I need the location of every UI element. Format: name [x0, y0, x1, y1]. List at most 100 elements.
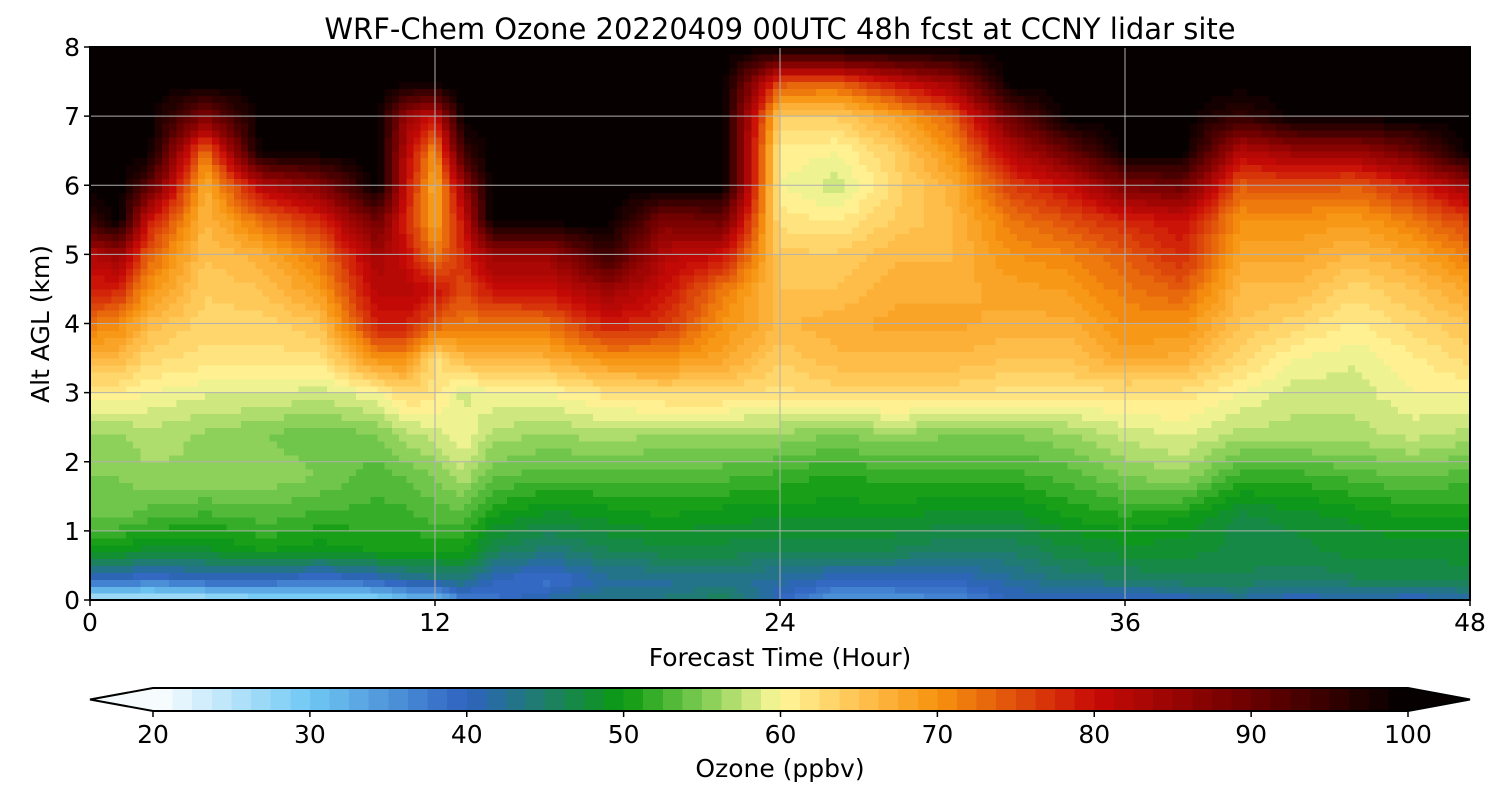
- heatmap-cell: [420, 205, 429, 214]
- heatmap-cell: [463, 420, 472, 428]
- heatmap-cell: [305, 74, 314, 83]
- heatmap-cell: [298, 489, 307, 497]
- heatmap-cell: [420, 427, 429, 435]
- heatmap-cell: [90, 454, 98, 463]
- heatmap-cell: [399, 60, 407, 69]
- heatmap-cell: [212, 551, 220, 560]
- heatmap-cell: [470, 413, 479, 421]
- heatmap-cell: [399, 461, 407, 470]
- heatmap-cell: [363, 420, 371, 428]
- heatmap-cell: [463, 496, 472, 504]
- heatmap-cell: [183, 95, 192, 103]
- heatmap-cell: [240, 523, 249, 532]
- heatmap-cell: [298, 247, 307, 255]
- heatmap-cell: [284, 530, 292, 539]
- heatmap-cell: [355, 579, 364, 587]
- heatmap-cell: [147, 434, 156, 442]
- heatmap-cell: [442, 427, 450, 435]
- heatmap-cell: [370, 530, 379, 539]
- heatmap-cell: [427, 447, 436, 456]
- heatmap-cell: [140, 586, 149, 594]
- heatmap-cell: [176, 102, 185, 110]
- heatmap-cell: [470, 295, 479, 304]
- heatmap-cell: [219, 53, 228, 62]
- heatmap-cell: [255, 302, 264, 311]
- heatmap-cell: [413, 109, 422, 117]
- heatmap-cell: [499, 53, 508, 62]
- heatmap-cell: [420, 586, 429, 594]
- heatmap-cell: [384, 157, 393, 166]
- heatmap-cell: [384, 136, 393, 145]
- heatmap-cell: [298, 420, 307, 428]
- heatmap-cell: [276, 116, 285, 124]
- heatmap-cell: [291, 129, 300, 138]
- heatmap-cell: [205, 593, 213, 601]
- heatmap-cell: [197, 420, 206, 428]
- heatmap-cell: [514, 226, 522, 235]
- heatmap-cell: [506, 517, 515, 525]
- heatmap-cell: [312, 295, 321, 304]
- heatmap-cell: [470, 434, 479, 442]
- heatmap-cell: [205, 558, 213, 567]
- heatmap-cell: [190, 157, 199, 166]
- heatmap-cell: [456, 364, 465, 373]
- heatmap-cell: [298, 482, 307, 490]
- heatmap-cell: [305, 288, 314, 297]
- heatmap-cell: [212, 136, 220, 145]
- heatmap-cell: [449, 586, 458, 594]
- heatmap-cell: [499, 240, 508, 249]
- heatmap-cell: [104, 454, 113, 463]
- heatmap-cell: [226, 268, 235, 276]
- heatmap-cell: [140, 282, 149, 290]
- heatmap-cell: [276, 351, 285, 359]
- heatmap-cell: [233, 517, 242, 525]
- heatmap-cell: [111, 47, 120, 55]
- heatmap-cell: [269, 496, 278, 504]
- heatmap-cell: [435, 489, 443, 497]
- heatmap-cell: [514, 268, 522, 276]
- heatmap-cell: [176, 330, 185, 338]
- heatmap-cell: [355, 309, 364, 318]
- heatmap-cell: [442, 544, 450, 553]
- heatmap-cell: [413, 337, 422, 345]
- heatmap-cell: [104, 157, 113, 166]
- heatmap-cell: [355, 47, 364, 55]
- heatmap-cell: [320, 143, 328, 152]
- heatmap-cell: [470, 268, 479, 276]
- heatmap-cell: [147, 164, 156, 173]
- heatmap-cell: [327, 261, 335, 269]
- heatmap-cell: [118, 420, 127, 428]
- heatmap-cell: [154, 302, 163, 311]
- heatmap-cell: [363, 537, 371, 546]
- heatmap-cell: [341, 288, 350, 297]
- heatmap-cell: [528, 364, 537, 373]
- heatmap-cell: [514, 586, 522, 594]
- heatmap-cell: [499, 81, 508, 90]
- heatmap-cell: [140, 385, 149, 394]
- heatmap-cell: [298, 67, 307, 76]
- heatmap-cell: [176, 392, 185, 401]
- heatmap-cell: [240, 150, 249, 159]
- heatmap-cell: [514, 109, 522, 117]
- heatmap-cell: [255, 454, 264, 463]
- heatmap-cell: [197, 586, 206, 594]
- heatmap-cell: [248, 461, 256, 470]
- heatmap-cell: [240, 413, 249, 421]
- heatmap-cell: [521, 185, 530, 193]
- heatmap-cell: [233, 544, 242, 553]
- heatmap-cell: [90, 323, 98, 332]
- heatmap-cell: [255, 406, 264, 414]
- heatmap-cell: [485, 88, 494, 96]
- heatmap-cell: [485, 544, 494, 553]
- heatmap-cell: [97, 136, 105, 145]
- heatmap-cell: [334, 74, 343, 83]
- heatmap-cell: [363, 323, 371, 332]
- heatmap-cell: [140, 537, 149, 546]
- heatmap-cell: [305, 427, 314, 435]
- heatmap-cell: [197, 275, 206, 283]
- heatmap-cell: [183, 88, 192, 96]
- heatmap-cell: [348, 302, 357, 311]
- heatmap-cell: [133, 53, 141, 62]
- heatmap-cell: [154, 454, 163, 463]
- heatmap-cell: [470, 123, 479, 131]
